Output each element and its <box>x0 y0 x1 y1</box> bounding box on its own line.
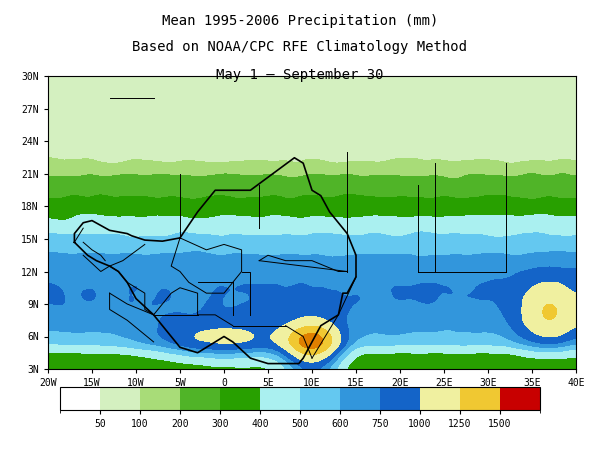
Text: May 1 – September 30: May 1 – September 30 <box>216 68 384 81</box>
Text: Mean 1995-2006 Precipitation (mm): Mean 1995-2006 Precipitation (mm) <box>162 14 438 27</box>
Text: Based on NOAA/CPC RFE Climatology Method: Based on NOAA/CPC RFE Climatology Method <box>133 40 467 54</box>
